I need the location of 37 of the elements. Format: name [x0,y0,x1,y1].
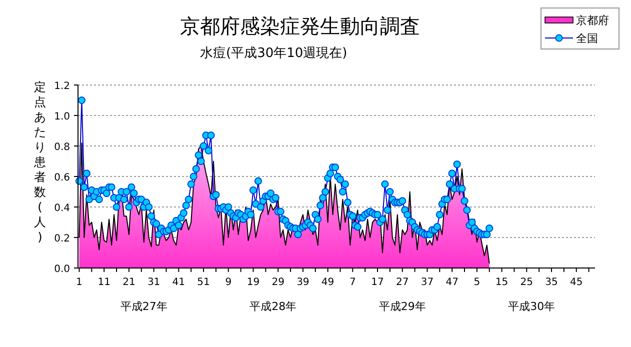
ytick: 0.0 [54,264,70,275]
annotation: 平成27年 [120,300,168,313]
xtick: 1 [76,277,82,288]
xtick: 15 [495,277,508,288]
ytick: 1.0 [54,112,70,122]
xtick: 19 [246,277,260,288]
xtick: 35 [545,277,558,288]
xtick: 29 [272,277,284,288]
xtick: 27 [396,277,409,288]
xtick: 37 [420,277,434,288]
xtick: 47 [446,277,458,288]
xtick: 51 [197,277,210,288]
ytick: 0.4 [54,203,70,214]
xtick: 41 [172,277,186,288]
ytick: 0.8 [54,142,70,153]
xtick: 45 [570,277,583,288]
ylabel: 定点あたり患者数(人) [34,80,46,244]
legend-label: 京都府 [576,14,609,27]
ytick: 0.6 [54,172,70,184]
xtick: 21 [122,277,136,288]
subtitle: 水痘(平成30年10週現在) [200,46,348,61]
annotation: 平成29年 [378,300,426,313]
xtick: 17 [371,277,384,288]
title: 京都府感染症発生動向調査 [180,14,420,38]
xtick: 9 [225,277,232,288]
annotation: 平成28年 [250,300,297,313]
xtick: 5 [474,277,480,288]
ytick: 0.2 [54,234,70,244]
annotation: 平成30年 [508,300,556,313]
xtick: 49 [321,277,334,288]
legend-label: 全国 [576,32,598,45]
xtick: 11 [98,277,110,288]
xtick: 7 [349,277,356,288]
ytick: 1.2 [54,81,70,92]
xtick: 25 [520,277,534,288]
xtick: 39 [296,277,310,288]
xtick: 31 [147,277,160,288]
